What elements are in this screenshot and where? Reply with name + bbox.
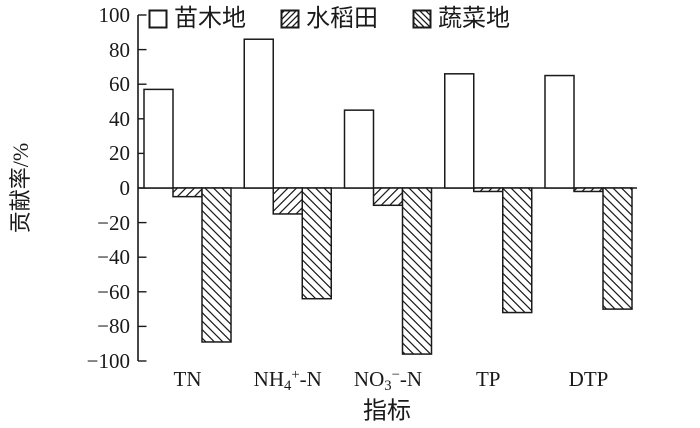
- x-category-label-DTP: DTP: [568, 367, 609, 391]
- bar-vegetable-plot-TN: [201, 187, 232, 343]
- bar-paddy-field-TN: [172, 187, 203, 198]
- bar-paddy-field-TP: [473, 187, 504, 193]
- bar-vegetable-plot-DTP: [602, 187, 633, 310]
- bar-vegetable-plot-NO3−-N: [401, 187, 433, 355]
- legend-item-paddy-field: 水稻田: [280, 6, 378, 32]
- y-tick-label-40: 40: [109, 106, 130, 131]
- x-category-label-NO3−-N: NO3−-N: [353, 367, 423, 395]
- bar-nursery-land-NO3−-N: [343, 109, 375, 189]
- bar-nursery-land-TN: [143, 88, 174, 189]
- blank-swatch-icon: [148, 9, 168, 29]
- legend-item-vegetable-plot: 蔬菜地: [412, 6, 510, 32]
- legend-label-paddy-field: 水稻田: [306, 6, 378, 32]
- x-axis-title: 指标: [363, 398, 411, 425]
- y-tick-label--20: −20: [97, 210, 130, 235]
- y-tick-label-20: 20: [109, 141, 130, 166]
- legend-label-vegetable-plot: 蔬菜地: [438, 6, 510, 32]
- x-category-label-TN: TN: [173, 367, 202, 391]
- y-tick-label-60: 60: [109, 72, 130, 97]
- bar-paddy-field-NH4+-N: [272, 187, 303, 215]
- bars-layer: [143, 38, 633, 355]
- bar-nursery-land-TP: [444, 73, 475, 189]
- bar-paddy-field-DTP: [573, 187, 604, 193]
- y-tick-label--60: −60: [97, 279, 130, 304]
- y-tick-label--40: −40: [97, 245, 130, 270]
- x-category-label-NH4+-N: NH4+-N: [253, 367, 322, 395]
- y-tick-label-80: 80: [109, 37, 130, 62]
- y-tick-label--80: −80: [97, 314, 130, 339]
- bar-nursery-land-DTP: [544, 74, 575, 189]
- y-tick-label-0: 0: [119, 176, 131, 200]
- bar-paddy-field-NO3−-N: [372, 187, 404, 207]
- x-category-label-TP: TP: [475, 367, 501, 391]
- bar-vegetable-plot-TP: [502, 187, 533, 314]
- y-tick-label--100: −100: [86, 349, 130, 373]
- y-axis-title: 贡献率/%: [8, 142, 33, 234]
- y-tick-label-100: 100: [98, 3, 131, 27]
- bar-vegetable-plot-NH4+-N: [301, 187, 332, 300]
- chart-legend: 苗木地 水稻田 蔬菜地: [148, 6, 510, 32]
- legend-label-nursery-land: 苗木地: [174, 6, 246, 32]
- bar-nursery-land-NH4+-N: [243, 38, 274, 189]
- legend-item-nursery-land: 苗木地: [148, 6, 246, 32]
- forward-hatch-swatch-icon: [280, 9, 300, 29]
- backward-hatch-swatch-icon: [412, 9, 432, 29]
